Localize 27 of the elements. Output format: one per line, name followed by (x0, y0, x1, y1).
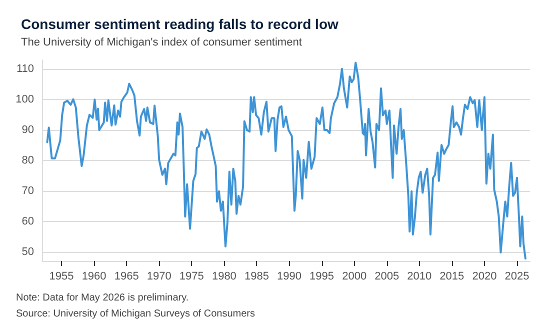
line-series (46, 62, 526, 260)
source-note: Source: University of Michigan Surveys of Consumers (16, 308, 255, 320)
y-tick-label: 100 (16, 94, 34, 106)
x-tick-label: 1995 (310, 270, 334, 282)
x-tick-label: 1960 (82, 270, 106, 282)
chart-subtitle: The University of Michigan's index of consumer sentiment (21, 36, 302, 48)
x-tick-label: 2010 (407, 270, 432, 282)
x-tick-label: 1955 (49, 270, 74, 282)
x-tick-label: 1975 (179, 270, 204, 282)
y-tick-label: 80 (22, 154, 34, 166)
x-tick-label: 1965 (114, 270, 139, 282)
x-tick-label: 2025 (504, 270, 530, 282)
x-tick-label: 2000 (342, 270, 367, 282)
y-tick-label: 50 (22, 246, 34, 258)
x-tick-label: 2015 (440, 270, 464, 282)
x-tick-label: 1980 (212, 270, 236, 282)
y-tick-label: 70 (22, 184, 34, 197)
x-tick-label: 1985 (244, 270, 269, 282)
x-tick-label: 2005 (374, 270, 400, 282)
chart-title: Consumer sentiment reading falls to record low (21, 16, 339, 32)
text: Note: Data for May 2026 is preliminary. (16, 292, 189, 304)
x-tick-label: 1970 (146, 270, 172, 282)
y-tick-label: 90 (22, 124, 34, 136)
y-tick-label: 60 (22, 215, 34, 228)
y-tick-label: 110 (16, 63, 34, 76)
x-tick-label: 2020 (472, 270, 497, 282)
x-tick-label: 1990 (277, 270, 302, 282)
